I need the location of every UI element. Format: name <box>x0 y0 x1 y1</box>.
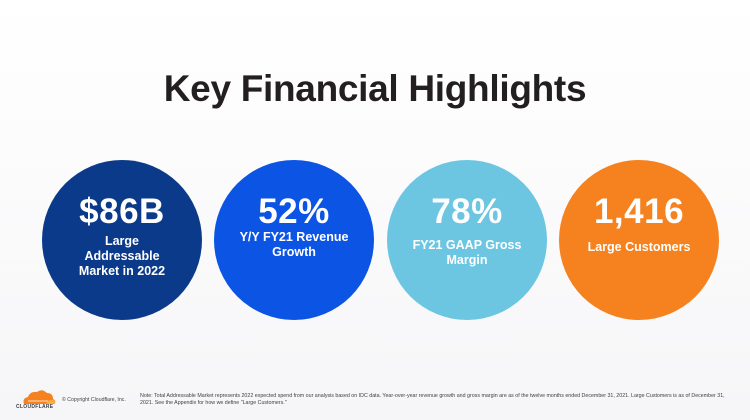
metric-label: Large Customers <box>587 240 691 254</box>
page-title: Key Financial Highlights <box>163 68 587 109</box>
metrics-row: $86B Large Addressable Market in 2022 52… <box>42 160 722 320</box>
metric-circle-large-customers: 1,416 Large Customers <box>559 160 719 320</box>
footer: CLOUDFLARE © Copyright Cloudflare, Inc. … <box>0 380 750 420</box>
logo-text: CLOUDFLARE <box>16 404 54 410</box>
footnote: Note: Total Addressable Market represent… <box>140 393 725 406</box>
metric-value: 1,416 <box>593 192 685 231</box>
metric-value: $86B <box>79 192 165 231</box>
metric-circle-tam: $86B Large Addressable Market in 2022 <box>42 160 202 320</box>
metric-label: Y/Y FY21 Revenue Growth <box>239 230 349 259</box>
cloudflare-logo-icon <box>23 390 56 404</box>
metric-label: FY21 GAAP Gross Margin <box>412 238 522 267</box>
copyright-text: © Copyright Cloudflare, Inc. <box>62 397 126 403</box>
metric-label: Large Addressable Market in 2022 <box>78 234 166 278</box>
metric-circle-revenue-growth: 52% Y/Y FY21 Revenue Growth <box>214 160 374 320</box>
metric-value: 52% <box>258 192 330 231</box>
metric-circle-gross-margin: 78% FY21 GAAP Gross Margin <box>387 160 547 320</box>
metric-value: 78% <box>431 192 503 231</box>
